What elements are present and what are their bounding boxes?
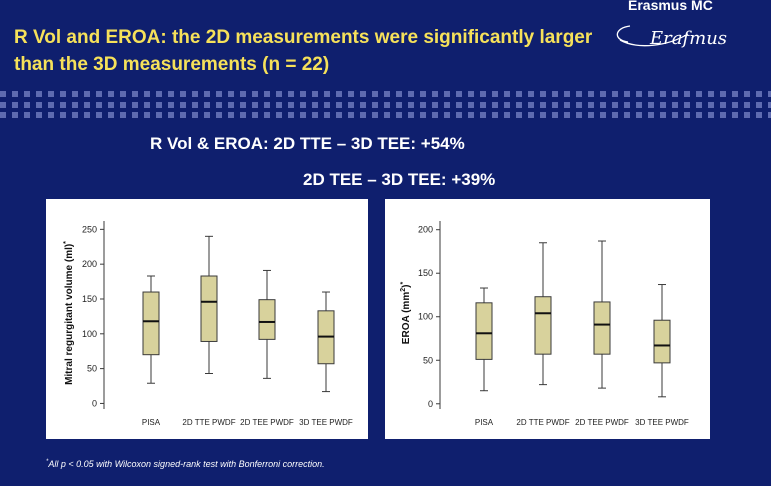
dot-band-middle bbox=[0, 102, 771, 108]
y-tick-label: 50 bbox=[87, 364, 97, 374]
subtitle-line-1: R Vol & EROA: 2D TTE – 3D TEE: +54% bbox=[150, 134, 465, 153]
y-tick-label: 200 bbox=[418, 225, 433, 235]
iqr-box bbox=[200, 275, 218, 342]
x-category-label: PISA bbox=[475, 418, 494, 427]
dot-band-bottom bbox=[0, 112, 771, 118]
erasmus-signature-logo: Erafmus bbox=[616, 25, 727, 49]
footnote-text: All p < 0.05 with Wilcoxon signed-rank t… bbox=[48, 459, 325, 469]
chart-panel-rvol: 0 50 100 150 200 250 Mitral regurgitant volume… bbox=[46, 199, 368, 439]
x-category-label: 2D TEE PWDF bbox=[575, 418, 629, 427]
box-4 bbox=[317, 291, 335, 393]
y-tick-label: 150 bbox=[418, 268, 433, 278]
iqr-box bbox=[534, 296, 552, 355]
x-category-label: 3D TEE PWDF bbox=[299, 418, 353, 427]
footnote: *All p < 0.05 with Wilcoxon signed-rank … bbox=[46, 459, 325, 469]
chart-panel-eroa: 0 50 100 150 200 EROA (mm2)* PISA 2D TTE PWDF 2D… bbox=[385, 199, 710, 439]
iqr-box bbox=[258, 299, 276, 340]
footnote-marker: * bbox=[46, 459, 49, 465]
box-2 bbox=[200, 235, 218, 374]
box-1 bbox=[142, 275, 160, 384]
erasmus-mc-logo: Erasmus MC bbox=[628, 0, 713, 13]
box-1 bbox=[475, 287, 493, 392]
box-3 bbox=[593, 240, 611, 389]
dot-band-top bbox=[0, 91, 771, 97]
rvol-boxplot-chart: 0 50 100 150 200 250 Mitral regurgitant volume… bbox=[63, 221, 353, 427]
box-4 bbox=[653, 284, 671, 398]
y-axis-label: Mitral regurgitant volume (ml)* bbox=[63, 241, 75, 385]
iqr-box bbox=[593, 301, 611, 355]
y-tick-label: 150 bbox=[82, 294, 97, 304]
x-category-label: 2D TEE PWDF bbox=[240, 418, 294, 427]
box-2 bbox=[534, 242, 552, 386]
slide-title: R Vol and EROA: the 2D measurements were… bbox=[14, 27, 593, 75]
y-tick-label: 0 bbox=[428, 399, 433, 409]
x-category-label: 2D TTE PWDF bbox=[516, 418, 569, 427]
svg-text:Erafmus: Erafmus bbox=[649, 28, 727, 49]
y-axis-label: EROA (mm2)* bbox=[400, 282, 412, 345]
y-tick-label: 50 bbox=[423, 355, 433, 365]
eroa-boxplot-chart: 0 50 100 150 200 EROA (mm2)* PISA 2D TTE PWDF 2D… bbox=[400, 221, 689, 427]
y-tick-label: 200 bbox=[82, 259, 97, 269]
x-category-label: PISA bbox=[142, 418, 161, 427]
y-tick-label: 100 bbox=[418, 312, 433, 322]
x-category-label: 3D TEE PWDF bbox=[635, 418, 689, 427]
y-tick-label: 250 bbox=[82, 224, 97, 234]
y-tick-label: 100 bbox=[82, 329, 97, 339]
iqr-box bbox=[142, 291, 160, 356]
x-category-label: 2D TTE PWDF bbox=[182, 418, 235, 427]
box-3 bbox=[258, 269, 276, 379]
subtitle-line-2: 2D TEE – 3D TEE: +39% bbox=[303, 170, 496, 189]
iqr-box bbox=[653, 319, 671, 364]
iqr-box bbox=[475, 302, 493, 360]
y-tick-label: 0 bbox=[92, 398, 97, 408]
